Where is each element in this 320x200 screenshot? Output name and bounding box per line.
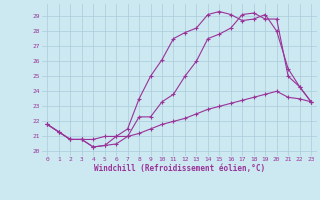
X-axis label: Windchill (Refroidissement éolien,°C): Windchill (Refroidissement éolien,°C) [94,164,265,173]
